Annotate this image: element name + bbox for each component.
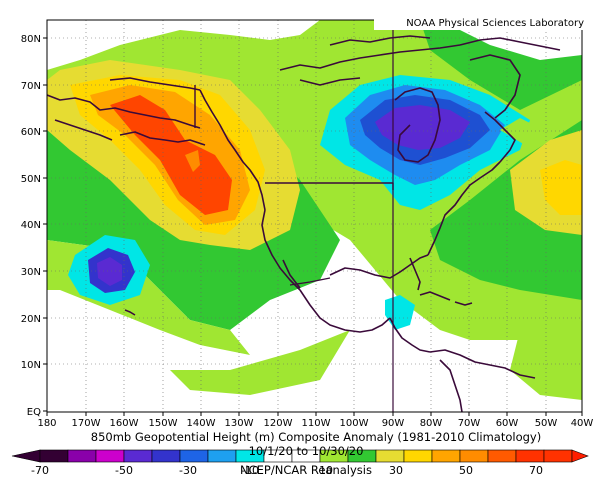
colorbar-label: -10 [241,464,259,477]
coastlines [47,20,561,412]
colorbar-bin [431,449,461,463]
colorbar-bin [543,449,573,463]
longitude-axis: 180 170W 160W 150W 140W 130W 120W 110W 1… [37,412,593,429]
colorbar: -70 -50 -30 -10 10 30 50 70 [11,449,589,477]
anomaly-contour-0-atlantic-small [500,118,540,145]
credit-box [374,14,588,30]
colorbar-bin [67,449,97,463]
colorbar-left-arrow [11,449,41,463]
caption-title: 850mb Geopotential Height (m) Composite … [91,430,541,444]
lon-label: 110W [302,418,331,429]
colorbar-bin [375,449,405,463]
lat-label: 30N [21,267,41,278]
lat-label: EQ [27,407,41,418]
lon-label: 170W [72,418,101,429]
anomaly-contour-0-north [47,20,320,70]
colorbar-bin [487,449,517,463]
graticule [47,20,582,412]
anomaly-field [47,20,582,412]
colorbar-bin [515,449,545,463]
colorbar-label: -30 [179,464,197,477]
colorbar-bin [39,449,69,463]
lon-label: 180 [37,418,56,429]
colorbar-label: 50 [459,464,473,477]
lon-label: 160W [110,418,139,429]
latitude-axis: 80N 70N 60N 50N 40N 30N 20N 10N EQ [21,34,47,418]
lat-label: 20N [21,314,41,325]
map-frame [46,19,583,413]
lon-label: 60W [496,418,519,429]
lon-label: 140W [187,418,216,429]
colorbar-label: 30 [389,464,403,477]
colorbar-bin [403,449,433,463]
lon-label: 90W [382,418,405,429]
lon-label: 130W [225,418,254,429]
colorbar-label: -70 [31,464,49,477]
lon-label: 100W [340,418,369,429]
lon-label: 120W [264,418,293,429]
colorbar-label: 10 [319,464,333,477]
anomaly-contour-40-atlantic [540,160,582,215]
colorbar-bin [123,449,153,463]
anomaly-contour-70-alaska [185,150,200,172]
lat-label: 70N [21,81,41,92]
credit-label: NOAA Physical Sciences Laboratory [406,18,584,29]
lon-label: 50W [535,418,558,429]
anomaly-contour-10-south [170,330,350,395]
lon-label: 150W [149,418,178,429]
anomaly-contour-neg30-pacific [97,257,122,286]
colorbar-right-arrow [571,449,589,463]
lat-label: 50N [21,174,41,185]
caption-dates: 10/1/20 to 10/30/20 [249,444,364,458]
colorbar-bin [179,449,209,463]
colorbar-label: 70 [529,464,543,477]
lon-label: 70W [458,418,481,429]
colorbar-bin [95,449,125,463]
lat-label: 40N [21,220,41,231]
lat-label: 60N [21,127,41,138]
lon-label: 80W [420,418,443,429]
anomaly-contour-60-alaska [110,95,232,215]
colorbar-bin [207,449,237,463]
colorbar-bin [151,449,181,463]
lat-label: 10N [21,360,41,371]
caption-source: NCEP/NCAR Reanalysis [240,463,372,477]
colorbar-label: -50 [115,464,133,477]
colorbar-bin [459,449,489,463]
lon-label: 40W [571,418,594,429]
lat-label: 80N [21,34,41,45]
